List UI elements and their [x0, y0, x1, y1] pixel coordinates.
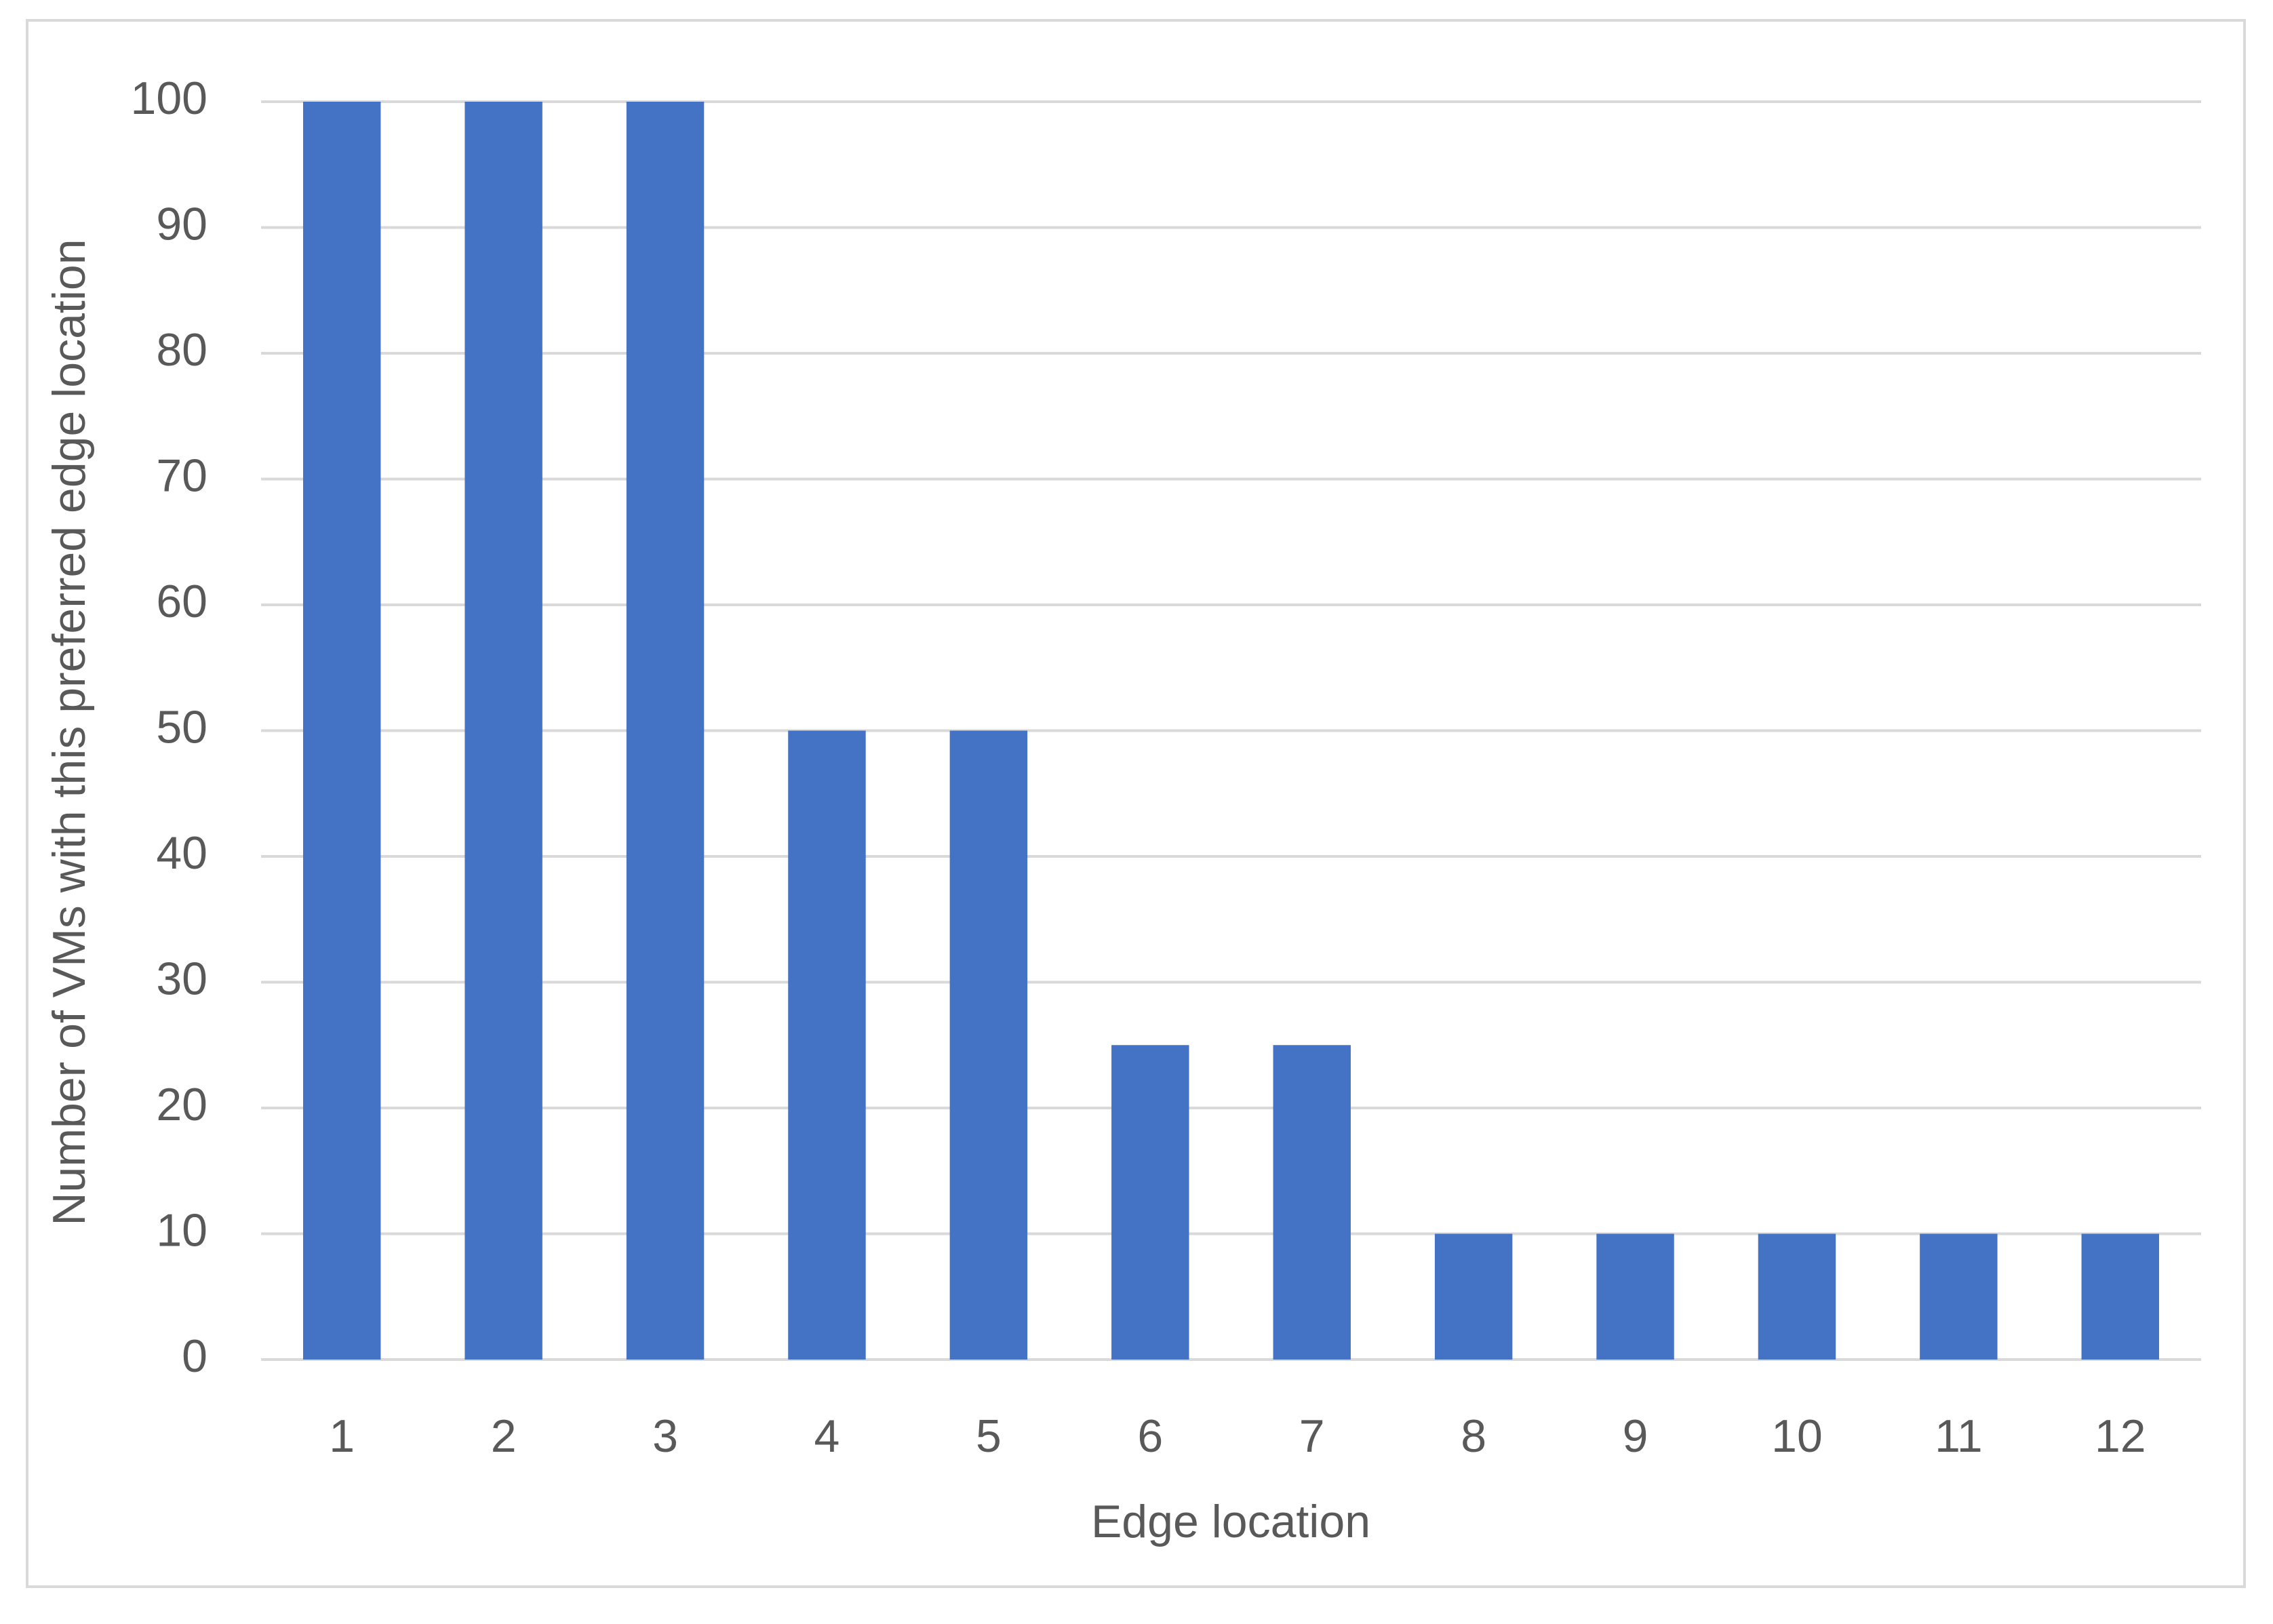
x-tick-label: 9 — [1623, 1410, 1648, 1462]
bar — [1434, 1233, 1513, 1360]
y-tick-label: 60 — [156, 576, 207, 627]
x-tick-label: 8 — [1461, 1410, 1486, 1462]
y-tick-label: 100 — [131, 73, 207, 124]
bar — [302, 102, 381, 1360]
x-tick-label: 2 — [491, 1410, 517, 1462]
bar — [2081, 1233, 2160, 1360]
x-tick-label: 1 — [329, 1410, 355, 1462]
x-tick-label: 5 — [976, 1410, 1002, 1462]
y-tick-label: 20 — [156, 1079, 207, 1130]
bar — [788, 730, 866, 1360]
y-axis-label: Number of VMs with this preferred edge l… — [43, 239, 95, 1225]
x-tick-label: 7 — [1299, 1410, 1325, 1462]
y-tick-label: 10 — [156, 1204, 207, 1256]
bar — [1273, 1045, 1351, 1360]
y-tick-label: 30 — [156, 953, 207, 1004]
bar — [465, 102, 542, 1360]
x-tick-label: 10 — [1771, 1410, 1823, 1462]
x-tick-label: 6 — [1137, 1410, 1163, 1462]
y-tick-label: 80 — [156, 324, 207, 376]
y-tick-label: 50 — [156, 701, 207, 753]
bar — [1920, 1233, 1998, 1360]
y-tick-label: 40 — [156, 827, 207, 879]
x-tick-label: 4 — [814, 1410, 840, 1462]
bar — [626, 102, 705, 1360]
y-tick-label: 0 — [182, 1330, 207, 1382]
y-tick-label: 70 — [156, 450, 207, 501]
bar — [1596, 1233, 1674, 1360]
bar — [1758, 1233, 1836, 1360]
x-axis-label: Edge location — [1091, 1496, 1370, 1547]
x-tick-label: 12 — [2095, 1410, 2146, 1462]
y-tick-label: 90 — [156, 198, 207, 250]
bar — [949, 730, 1028, 1360]
bar — [1111, 1045, 1189, 1360]
x-tick-label: 3 — [652, 1410, 678, 1462]
x-tick-label: 11 — [1935, 1410, 1983, 1462]
